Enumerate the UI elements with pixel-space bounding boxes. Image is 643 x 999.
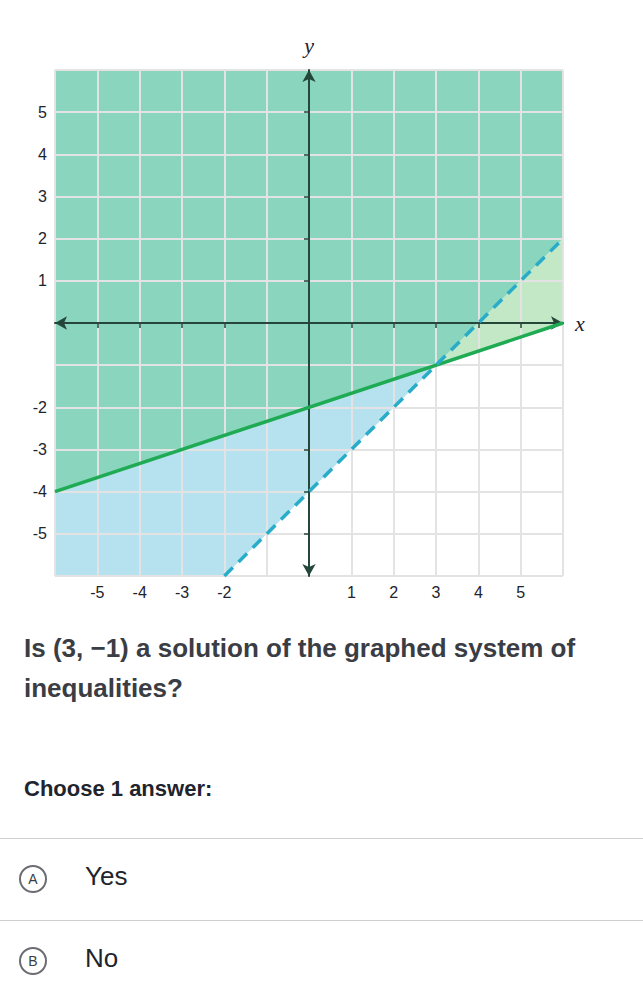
- svg-text:1: 1: [347, 584, 356, 601]
- svg-text:-5: -5: [90, 584, 104, 601]
- svg-text:-3: -3: [33, 441, 47, 458]
- svg-text:-5: -5: [33, 525, 47, 542]
- html-text:No: No: [85, 943, 119, 973]
- svg-text:-3: -3: [175, 584, 189, 601]
- svg-text:4: 4: [38, 146, 47, 163]
- svg-text:-2: -2: [33, 399, 47, 416]
- svg-text:2: 2: [38, 230, 47, 247]
- html-text:Yes: Yes: [85, 861, 128, 891]
- svg-text:y: y: [302, 33, 314, 58]
- svg-text:5: 5: [38, 104, 47, 121]
- svg-text:4: 4: [474, 584, 483, 601]
- svg-text:-2: -2: [217, 584, 231, 601]
- html-text:Is (3, −1) a solution of the g: Is (3, −1) a solution of the graphed sys…: [24, 633, 576, 703]
- svg-text:5: 5: [516, 584, 525, 601]
- svg-text:3: 3: [38, 188, 47, 205]
- html-text:Choose 1 answer:: Choose 1 answer:: [24, 776, 213, 801]
- svg-text:1: 1: [38, 272, 47, 289]
- svg-text:-4: -4: [133, 584, 147, 601]
- svg-text:2: 2: [389, 584, 398, 601]
- svg-text:3: 3: [432, 584, 441, 601]
- html-text:A: A: [28, 871, 38, 887]
- svg-text:-4: -4: [33, 483, 47, 500]
- svg-text:x: x: [574, 311, 585, 336]
- html-text:B: B: [28, 953, 38, 969]
